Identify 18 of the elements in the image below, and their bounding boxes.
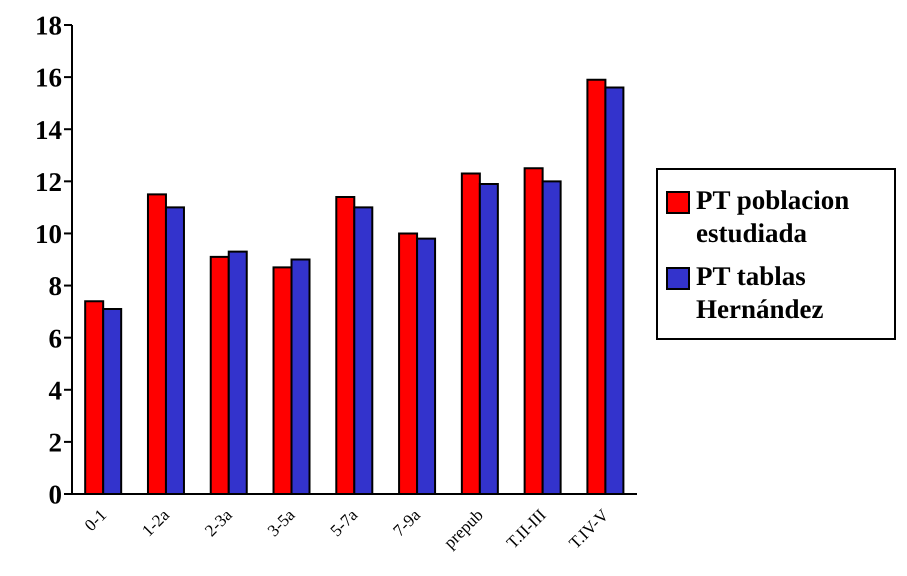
x-tick-label: 3-5a — [264, 505, 299, 540]
y-tick-label: 12 — [35, 166, 62, 197]
y-tick-label: 10 — [35, 219, 62, 250]
x-tick-label: 1-2a — [138, 505, 174, 540]
x-tick-label: 7-9a — [389, 505, 424, 540]
y-tick-label: 6 — [48, 323, 62, 354]
y-tick-label: 0 — [48, 480, 62, 510]
y-tick-label: 4 — [48, 375, 62, 406]
y-tick-label: 18 — [35, 10, 62, 41]
legend-label: PT poblacion estudiada — [696, 184, 850, 250]
x-tick-label: 2-3a — [200, 505, 236, 540]
x-tick-label: 5-7a — [326, 505, 362, 540]
legend-label: PT tablas Hernández — [696, 260, 824, 326]
y-tick-label: 14 — [35, 114, 62, 145]
y-tick-label: 8 — [48, 271, 62, 302]
x-tick-label: 0-1 — [80, 505, 110, 535]
y-tick-label: 2 — [48, 427, 62, 458]
y-tick-label: 16 — [35, 62, 62, 93]
